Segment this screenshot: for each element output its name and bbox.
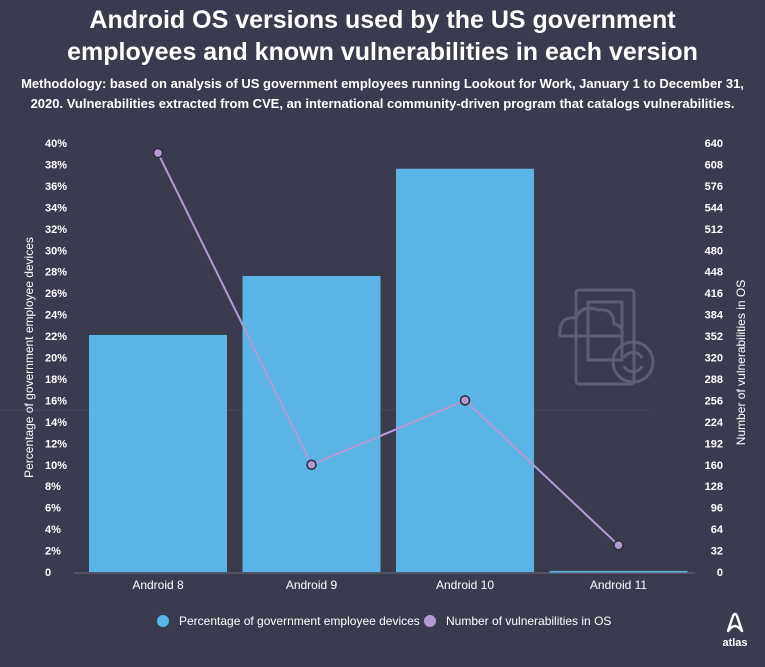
legend-item-devices[interactable]: Percentage of government employee device… (157, 614, 420, 628)
y-tick-label-left: 26% (45, 288, 67, 300)
x-tick-label: Android 9 (286, 578, 338, 592)
vulnerability-point-android-11 (613, 539, 624, 551)
y-tick-label-right: 64 (711, 524, 724, 536)
y-tick-label-right: 352 (705, 331, 723, 343)
y-tick-label-right: 416 (705, 288, 723, 300)
y-tick-label-right: 320 (705, 353, 723, 365)
legend-swatch-devices (157, 615, 169, 627)
chart-legend: Percentage of government employee device… (0, 614, 765, 634)
y-axis-title-left: Percentage of government employee device… (22, 237, 36, 478)
y-tick-label-right: 32 (711, 546, 723, 558)
x-tick-label: Android 8 (132, 578, 184, 592)
y-tick-label-left: 28% (45, 267, 67, 279)
y-tick-label-left: 20% (45, 353, 67, 365)
y-tick-label-left: 36% (45, 181, 67, 193)
y-tick-label-right: 128 (705, 481, 723, 493)
legend-item-vulnerabilities[interactable]: Number of vulnerabilities in OS (424, 614, 611, 628)
y-tick-label-left: 4% (45, 524, 61, 536)
y-tick-label-right: 576 (705, 181, 723, 193)
y-axis-title-right: Number of vulnerabilities in OS (734, 280, 748, 445)
y-tick-label-left: 14% (45, 417, 67, 429)
y-tick-label-left: 40% (45, 138, 67, 150)
y-tick-label-left: 38% (45, 159, 67, 171)
y-tick-label-left: 34% (45, 202, 67, 214)
y-tick-label-right: 512 (705, 224, 723, 236)
vulnerabilities-line (157, 152, 620, 546)
chart-title-line2: employees and known vulnerabilities in e… (67, 38, 698, 66)
y-tick-label-right: 384 (705, 310, 724, 322)
atlas-logo: atlas (720, 612, 750, 656)
y-tick-label-left: 0 (45, 567, 51, 579)
chart-subtitle-line2: 2020. Vulnerabilities extracted from CVE… (30, 96, 735, 111)
y-tick-label-left: 24% (45, 310, 67, 322)
y-tick-label-left: 16% (45, 395, 67, 407)
y-tick-label-left: 6% (45, 503, 61, 515)
bar-android-9 (242, 275, 381, 572)
y-tick-label-right: 224 (705, 417, 724, 429)
atlas-logo-icon (726, 612, 744, 633)
chart-subtitle-line1: Methodology: based on analysis of US gov… (21, 76, 744, 91)
y-tick-label-right: 96 (711, 503, 723, 515)
y-tick-label-left: 10% (45, 460, 67, 472)
y-tick-label-right: 0 (717, 567, 723, 579)
y-tick-label-right: 480 (705, 245, 723, 257)
x-tick-label: Android 10 (436, 578, 494, 592)
y-tick-label-right: 192 (705, 438, 723, 450)
legend-swatch-vulnerabilities (424, 615, 436, 627)
y-tick-label-right: 608 (705, 159, 723, 171)
legend-label-vulnerabilities: Number of vulnerabilities in OS (446, 614, 612, 628)
y-tick-label-right: 640 (705, 138, 723, 150)
atlas-logo-text: atlas (722, 637, 748, 649)
y-tick-label-left: 18% (45, 374, 67, 386)
bar-android-8 (89, 334, 227, 572)
y-tick-label-right: 288 (705, 374, 723, 386)
y-tick-label-left: 8% (45, 481, 61, 493)
device-cloud-illustration (557, 288, 655, 386)
chart-subtitle: Methodology: based on analysis of US gov… (10, 74, 755, 114)
chart-title: Android OS versions used by the US gover… (0, 4, 765, 68)
vulnerability-point-android-9 (306, 459, 317, 470)
bar-android-10 (396, 168, 534, 573)
vulnerability-point-android-8 (152, 147, 164, 159)
y-tick-label-left: 2% (45, 546, 61, 558)
y-tick-label-left: 30% (45, 245, 67, 257)
y-tick-label-left: 22% (45, 331, 67, 343)
vulnerability-point-android-10 (459, 395, 471, 406)
y-tick-label-right: 544 (705, 202, 724, 214)
y-tick-label-right: 448 (705, 267, 723, 279)
y-tick-label-right: 160 (705, 460, 723, 472)
bar-android-11 (549, 570, 688, 573)
y-tick-label-left: 32% (45, 224, 67, 236)
x-tick-label: Android 11 (590, 578, 647, 592)
y-tick-label-left: 12% (45, 438, 67, 450)
chart-title-line1: Android OS versions used by the US gover… (89, 6, 676, 34)
y-tick-label-right: 256 (705, 395, 723, 407)
legend-label-devices: Percentage of government employee device… (179, 614, 420, 628)
